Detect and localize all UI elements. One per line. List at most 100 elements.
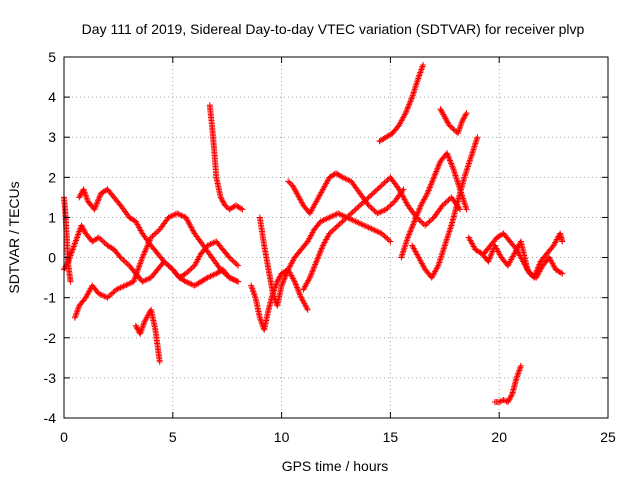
- series-arc-g: [256, 210, 394, 309]
- data-point: [434, 165, 441, 172]
- data-point: [304, 306, 311, 313]
- data-point: [97, 235, 104, 242]
- y-tick-label: 0: [48, 250, 56, 266]
- data-points: [61, 62, 566, 405]
- data-point: [367, 225, 374, 232]
- data-point: [168, 265, 175, 272]
- data-point: [185, 267, 192, 274]
- data-point: [474, 134, 481, 141]
- data-point: [319, 217, 326, 224]
- data-point: [343, 176, 350, 183]
- data-point: [406, 99, 413, 106]
- data-point: [163, 261, 170, 268]
- data-point: [424, 190, 431, 197]
- data-point: [95, 290, 102, 297]
- data-point: [358, 221, 365, 228]
- data-point: [132, 322, 139, 329]
- data-point: [384, 235, 391, 242]
- data-point: [440, 111, 447, 118]
- data-point: [126, 280, 133, 287]
- data-point: [411, 218, 418, 225]
- data-point: [217, 194, 224, 201]
- data-point: [408, 95, 415, 102]
- data-point: [329, 213, 336, 220]
- data-point: [441, 114, 448, 121]
- data-point: [219, 267, 226, 274]
- data-point: [409, 222, 416, 229]
- data-point: [445, 153, 452, 160]
- data-point: [156, 358, 163, 365]
- data-point: [327, 213, 334, 220]
- data-point: [355, 203, 362, 210]
- data-point: [274, 277, 281, 284]
- data-point: [116, 253, 123, 260]
- data-point: [290, 183, 297, 190]
- data-point: [507, 393, 514, 400]
- data-point: [291, 278, 298, 285]
- y-tick-label: -4: [44, 410, 57, 426]
- data-point: [388, 201, 395, 208]
- data-point: [317, 248, 324, 255]
- data-point: [427, 183, 434, 190]
- data-point: [108, 290, 115, 297]
- data-point: [411, 216, 418, 223]
- data-point: [369, 190, 376, 197]
- data-point: [423, 221, 430, 228]
- data-point: [335, 222, 342, 229]
- data-point: [155, 227, 162, 234]
- data-point: [296, 290, 303, 297]
- y-tick-label: 2: [48, 169, 56, 185]
- data-point: [204, 274, 211, 281]
- data-point: [77, 191, 84, 198]
- y-tick-label: 4: [48, 89, 56, 105]
- data-point: [330, 212, 337, 219]
- data-point: [404, 105, 411, 112]
- data-point: [188, 265, 195, 272]
- data-point: [364, 223, 371, 230]
- data-point: [371, 227, 378, 234]
- data-point: [517, 362, 524, 369]
- data-point: [354, 219, 361, 226]
- data-point: [446, 156, 453, 163]
- data-point: [500, 396, 507, 403]
- data-point: [407, 227, 414, 234]
- data-point: [312, 260, 319, 267]
- data-point: [309, 267, 316, 274]
- data-point: [432, 169, 439, 176]
- data-point: [443, 198, 450, 205]
- data-point: [446, 122, 453, 129]
- data-point: [317, 218, 324, 225]
- data-point: [417, 203, 424, 210]
- data-point: [412, 215, 419, 222]
- data-point: [387, 202, 394, 209]
- data-point: [416, 206, 423, 213]
- data-point: [318, 246, 325, 253]
- data-point: [463, 110, 470, 117]
- data-point: [139, 278, 146, 285]
- series-arc-d: [132, 306, 163, 365]
- plot-frame: [63, 56, 609, 419]
- data-point: [235, 262, 242, 269]
- data-point: [319, 243, 326, 250]
- data-point: [290, 185, 297, 192]
- data-point: [359, 199, 366, 206]
- data-point: [407, 98, 414, 105]
- data-point: [171, 211, 178, 218]
- data-point: [142, 277, 149, 284]
- data-point: [149, 233, 156, 240]
- data-point: [361, 222, 368, 229]
- data-point: [116, 285, 123, 292]
- data-point: [348, 216, 355, 223]
- axis-ticks: 0 5 10 15 20 25 -4 -3 -2 -1 0 1 2 3 4 5: [44, 49, 616, 445]
- data-point: [294, 285, 301, 292]
- data-point: [292, 280, 299, 287]
- data-point: [67, 278, 74, 285]
- data-point: [375, 209, 382, 216]
- data-point: [406, 101, 413, 108]
- data-point: [162, 259, 169, 266]
- data-point: [292, 281, 299, 288]
- data-point: [92, 204, 99, 211]
- data-point: [78, 222, 85, 229]
- data-point: [447, 123, 454, 130]
